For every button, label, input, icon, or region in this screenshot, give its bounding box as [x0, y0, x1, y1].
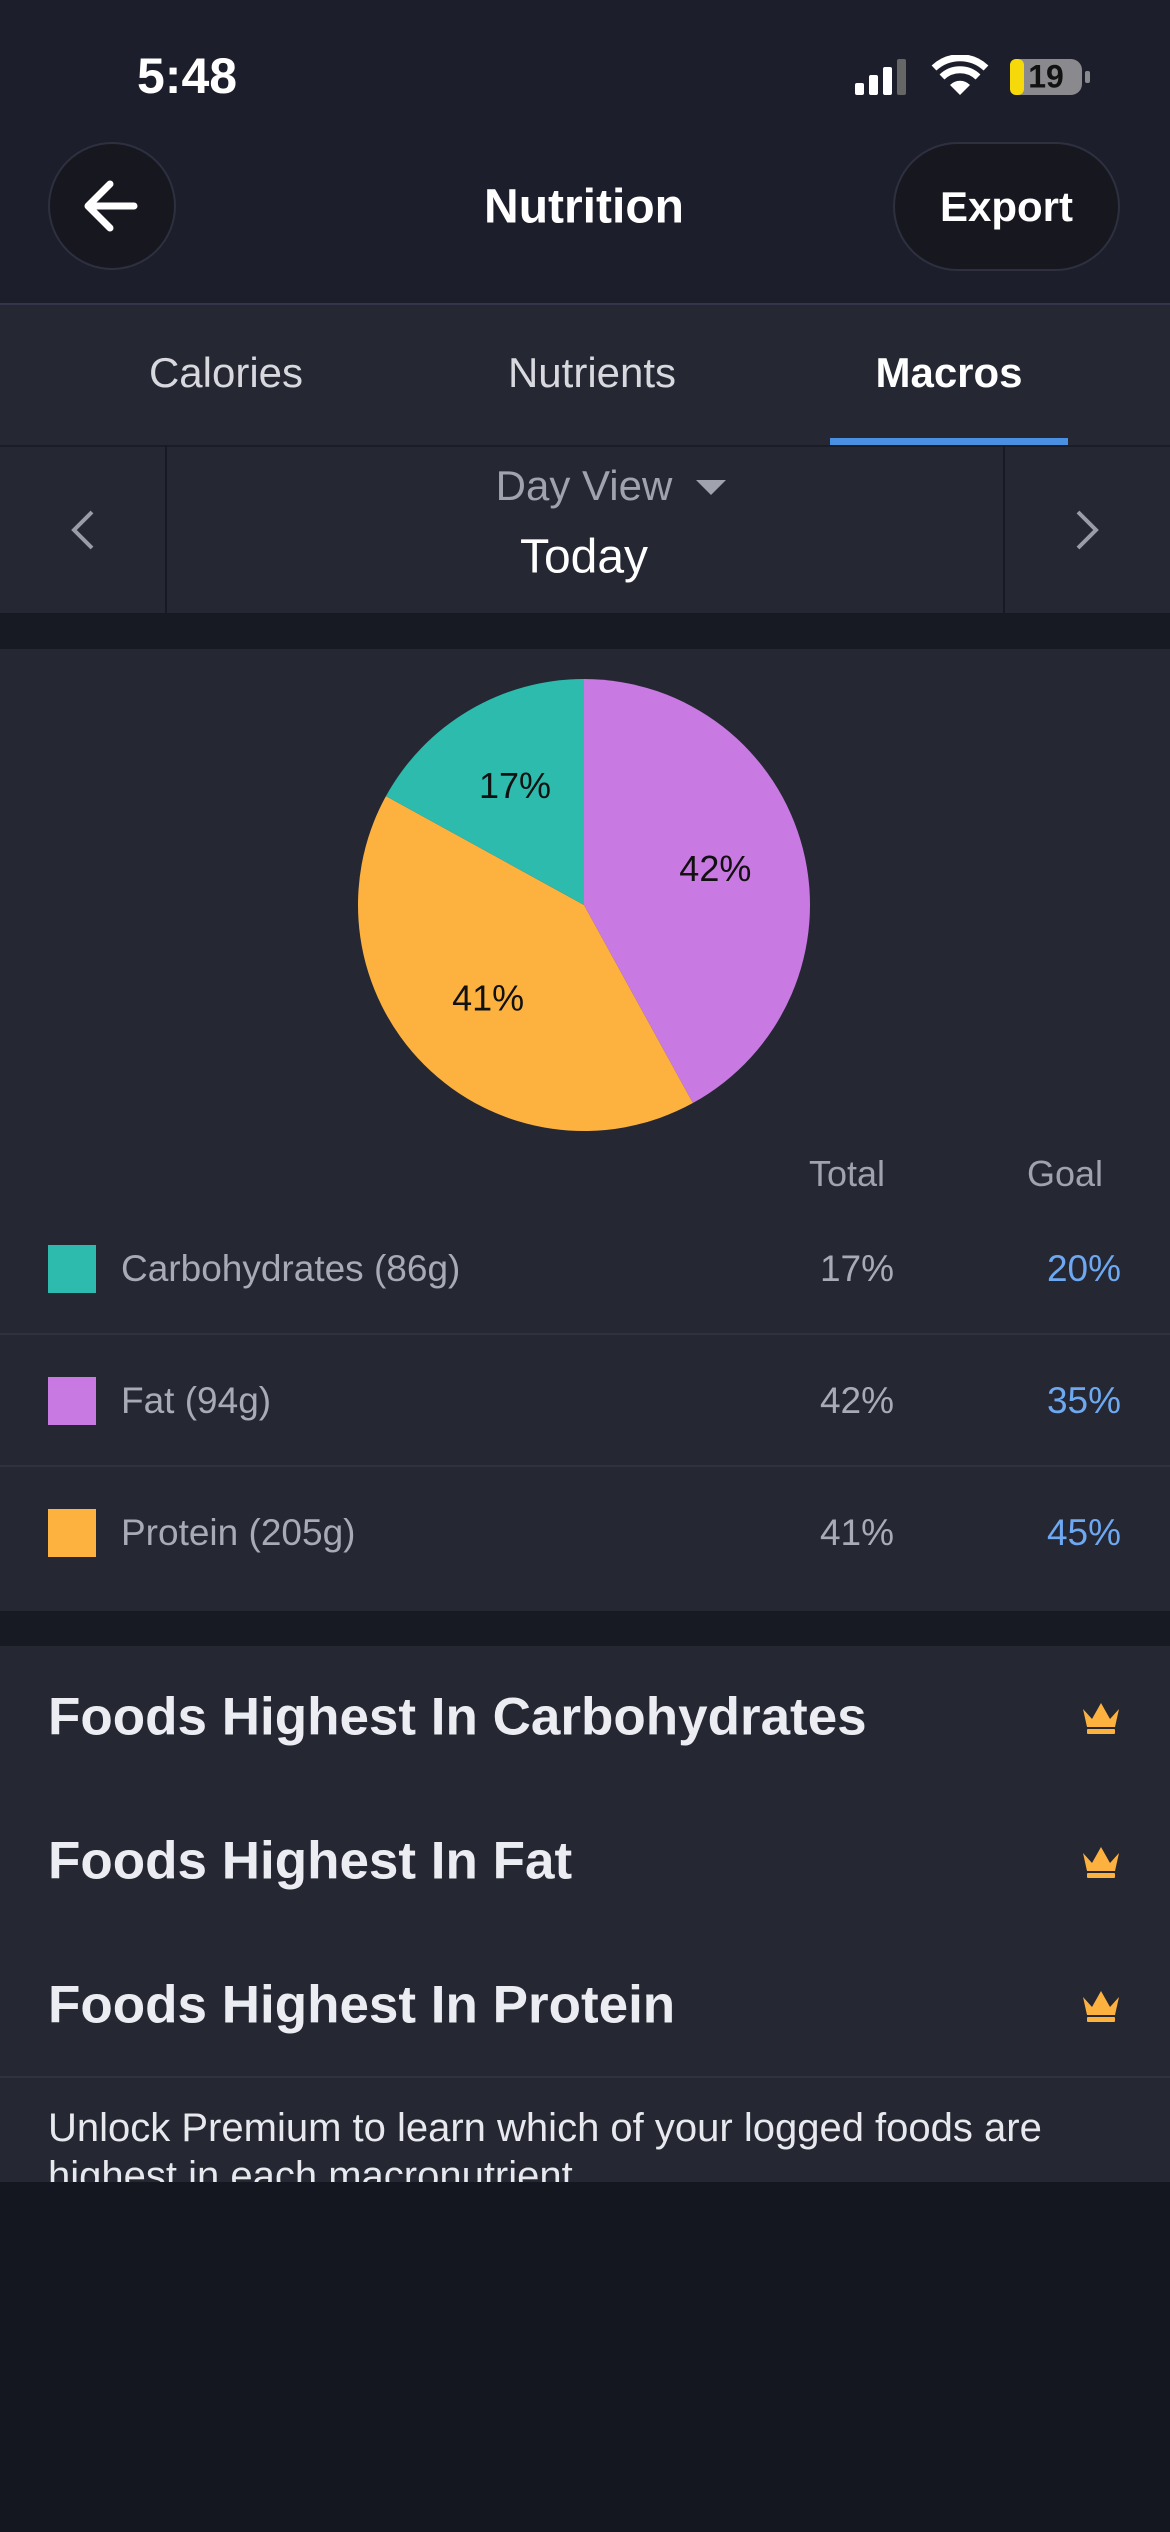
premium-note: Unlock Premium to learn which of your lo… — [48, 2106, 1042, 2182]
macro-name: Protein (205g) — [121, 1512, 356, 1553]
tab[interactable]: Nutrients — [507, 349, 677, 396]
prev-button[interactable] — [66, 508, 102, 552]
spacer — [0, 1611, 1170, 1646]
status-icons — [855, 55, 1090, 95]
macro-total: 41% — [819, 1512, 895, 1553]
export-button[interactable]: Export — [893, 142, 1120, 271]
premium-item[interactable]: Foods Highest In Carbohydrates — [48, 1687, 867, 1747]
divider — [0, 1333, 1170, 1335]
back-icon — [84, 180, 138, 232]
macro-name: Fat (94g) — [121, 1380, 272, 1421]
macro-goal: 35% — [1046, 1380, 1121, 1421]
pie-slice — [584, 679, 810, 1104]
back-button[interactable] — [48, 142, 176, 270]
view-selector[interactable]: Day View — [495, 462, 673, 509]
tab-active[interactable]: Macros — [875, 349, 1023, 396]
slice-label: 17% — [479, 765, 551, 806]
next-button[interactable] — [1068, 508, 1104, 552]
tab[interactable]: Calories — [148, 349, 304, 396]
column-header: Total — [808, 1153, 886, 1194]
divider — [165, 445, 167, 613]
status-time: 5:48 — [137, 48, 238, 104]
macro-goal: 45% — [1046, 1512, 1121, 1553]
macro-name: Carbohydrates (86g) — [121, 1248, 461, 1289]
divider — [0, 2076, 1170, 2078]
pie-slice — [357, 796, 693, 1132]
divider — [0, 1465, 1170, 1467]
tab-bar — [0, 303, 1170, 445]
premium-icon — [1083, 1847, 1119, 1878]
pie-chart: 42% 41% 17% — [357, 679, 810, 1132]
slice-label: 41% — [452, 977, 524, 1018]
battery-level: 19 — [1028, 58, 1064, 95]
tab-indicator — [830, 438, 1068, 445]
macro-total: 17% — [819, 1248, 895, 1289]
column-header: Goal — [1026, 1153, 1104, 1194]
divider — [1003, 445, 1005, 613]
date-label: Today — [519, 530, 649, 584]
premium-item[interactable]: Foods Highest In Fat — [48, 1831, 573, 1891]
macro-total: 42% — [819, 1380, 895, 1421]
legend-swatch — [48, 1245, 96, 1293]
spacer — [0, 613, 1170, 649]
premium-section: Foods Highest In Carbohydrates Foods High… — [0, 1646, 1170, 2182]
dropdown-icon — [696, 480, 726, 495]
premium-item[interactable]: Foods Highest In Protein — [48, 1975, 676, 2035]
premium-icon — [1083, 1703, 1119, 1734]
macro-goal: 20% — [1046, 1248, 1121, 1289]
slice-label: 42% — [679, 848, 751, 889]
legend-swatch — [48, 1509, 96, 1557]
date-nav — [0, 445, 1170, 613]
pie-slice — [385, 679, 584, 905]
header-title: Nutrition — [484, 180, 684, 234]
premium-icon — [1083, 1991, 1119, 2022]
legend-swatch — [48, 1377, 96, 1425]
